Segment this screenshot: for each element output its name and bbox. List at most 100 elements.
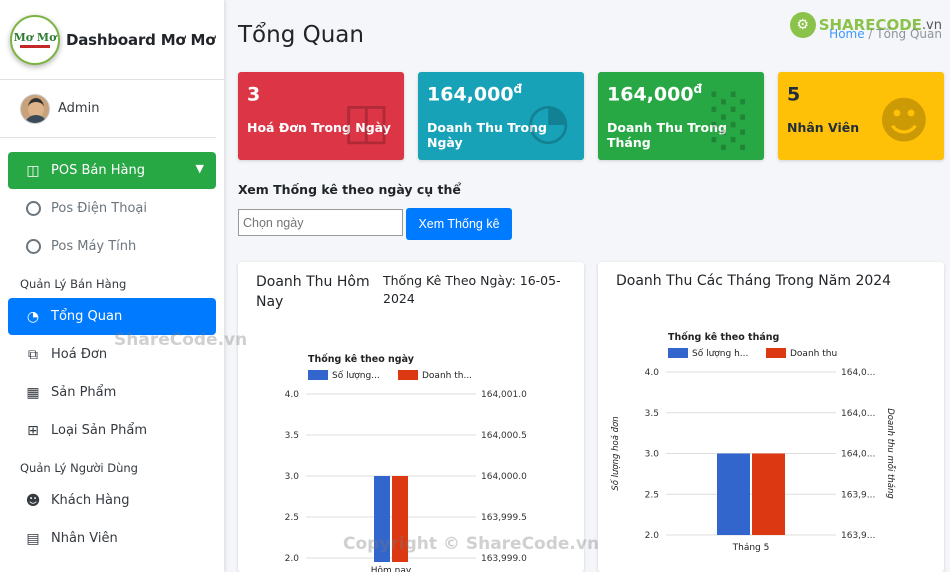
filter-title: Xem Thống kê theo ngày cụ thể [238,182,461,197]
sidebar-item-label: Nhân Viên [51,531,118,546]
sidebar-item-label: Khách Hàng [51,493,130,508]
sidebar-item-label: Tổng Quan [51,309,123,324]
table-icon: ⊞ [27,422,39,439]
stat-box-revenue-month: 164,000đ Doanh Thu Trong Tháng ░ [598,72,764,160]
tick-label: 164,0... [841,450,875,460]
stat-value: 3 [247,83,261,106]
users-icon: ☻ [25,492,41,509]
card-title: Doanh Thu Các Tháng Trong Năm 2024 [616,273,892,289]
legend-label: Doanh th... [422,371,472,381]
sidebar-nav: ◫ POS Bán Hàng ▼ Pos Điện Thoại Pos Máy … [0,152,224,557]
grid-icon: ▦ [26,384,40,401]
section-header-sales: Quản Lý Bán Hàng [20,277,127,291]
sidebar-item-invoices[interactable]: ⧉ Hoá Đơn [8,336,216,373]
sidebar-item-staff[interactable]: ▤ Nhân Viên [8,520,216,557]
bar [752,453,785,535]
sharecode-tld: .vn [921,17,942,33]
stat-label: Nhân Viên [787,120,860,135]
sidebar-item-pos[interactable]: ◫ POS Bán Hàng ▼ [8,152,216,189]
sidebar-item-products[interactable]: ▦ Sản Phẩm [8,374,216,411]
tick-label: 2.0 [645,531,660,541]
circle-icon [26,201,41,216]
axis-label-right: Doanh thu mỗi tháng [885,408,896,499]
stat-label: Doanh Thu Trong Ngày [427,120,547,150]
tick-label: 4.0 [645,368,660,378]
bar [392,476,408,562]
avatar [20,93,50,124]
tick-label: 163,999.5 [481,513,527,523]
legend-label: Số lượng h... [692,348,748,359]
sidebar-item-label: Pos Điện Thoại [51,201,148,216]
card-today-revenue: Doanh Thu Hôm Nay Thống Kê Theo Ngày: 16… [238,262,584,572]
bar [717,453,750,535]
brand-title: Dashboard Mơ Mơ [66,30,216,49]
sidebar-item-label: Loại Sản Phẩm [51,423,147,438]
tick-label: 164,001.0 [481,390,527,400]
sidebar-item-label: Pos Máy Tính [51,239,137,254]
stat-box-revenue-day: 164,000đ Doanh Thu Trong Ngày ◔ [418,72,584,160]
tick-label: 164,0... [841,409,875,419]
bar-chart-icon: ░ [711,92,750,150]
axis-label-left: Số lượng hoá đơn [610,416,621,490]
tick-label: 164,000.0 [481,472,527,482]
id-card-icon: ▤ [26,530,40,547]
category-label: Tháng 5 [732,543,770,553]
sidebar-item-categories[interactable]: ⊞ Loại Sản Phẩm [8,412,216,449]
sidebar-item-pos-pc[interactable]: Pos Máy Tính [8,228,216,265]
chevron-down-icon: ▼ [195,162,204,175]
tick-label: 3.5 [285,431,299,441]
tick-label: 163,999.0 [481,554,527,564]
page-title: Tổng Quan [238,22,364,48]
breadcrumb-home[interactable]: Home [829,27,865,41]
main-content: Tổng Quan ⚙ SHARECODE .vn Home / Tổng Qua… [224,0,950,572]
sharecode-text: SHARECODE [818,16,922,34]
stat-value: 5 [787,83,801,106]
sidebar-item-label: Hoá Đơn [51,347,108,362]
sidebar: Mơ Mơ Dashboard Mơ Mơ Admin ◫ POS Bán Hà… [0,0,224,572]
today-chart: Thống kê theo ngày Số lượng... Doanh th...… [285,354,527,572]
copy-icon: ⧉ [28,346,38,363]
watermark: ShareCode.vn [114,330,248,350]
tick-label: 163,9... [841,490,875,500]
date-input[interactable] [238,209,403,236]
brand[interactable]: Mơ Mơ Dashboard Mơ Mơ [0,0,224,80]
breadcrumb: Home / Tổng Quan [829,27,942,41]
dashboard-icon: ◔ [26,308,40,325]
tick-label: 3.5 [645,409,659,419]
user-panel[interactable]: Admin [0,80,216,138]
tick-label: 2.0 [285,554,300,564]
tick-label: 2.5 [645,490,659,500]
stat-label: Hoá Đơn Trong Ngày [247,120,391,135]
bar [374,476,390,562]
brand-logo: Mơ Mơ [10,14,60,65]
legend-swatch [766,348,786,358]
view-stats-button[interactable]: Xem Thống kê [406,208,512,240]
section-header-users: Quản Lý Người Dùng [20,461,138,475]
tick-label: 4.0 [285,390,300,400]
legend-label: Số lượng... [332,370,380,381]
bag-icon: ◫ [342,92,390,150]
monthly-chart: Thống kê theo tháng Số lượng h... Doanh th… [610,332,896,553]
sidebar-item-pos-phone[interactable]: Pos Điện Thoại [8,190,216,227]
stat-label: Doanh Thu Trong Tháng [607,120,727,150]
card-title: Doanh Thu Hôm Nay [256,274,370,310]
stat-box-invoices: 3 Hoá Đơn Trong Ngày ◫ [238,72,404,160]
tick-label: 163,9... [841,531,875,541]
sharecode-icon: ⚙ [789,12,816,38]
sidebar-item-label: Sản Phẩm [51,385,117,400]
tick-label: 164,000.5 [481,431,527,441]
legend-swatch [398,370,418,380]
stat-box-staff: 5 Nhân Viên ☻ [778,72,944,160]
tick-label: 3.0 [645,450,660,460]
tick-label: 164,0... [841,368,875,378]
tick-label: 2.5 [285,513,299,523]
sidebar-item-overview[interactable]: ◔ Tổng Quan [8,298,216,335]
card-subtitle: Thống Kê Theo Ngày: 16-05-2024 [383,273,561,306]
stat-value: 164,000 [607,83,694,106]
sidebar-item-customers[interactable]: ☻ Khách Hàng [8,482,216,519]
chart-title: Thống kê theo tháng [668,332,779,343]
logo-text: Mơ Mơ [13,30,57,44]
legend-swatch [308,370,328,380]
user-name: Admin [58,101,100,116]
category-label: Hôm nay [371,565,412,572]
